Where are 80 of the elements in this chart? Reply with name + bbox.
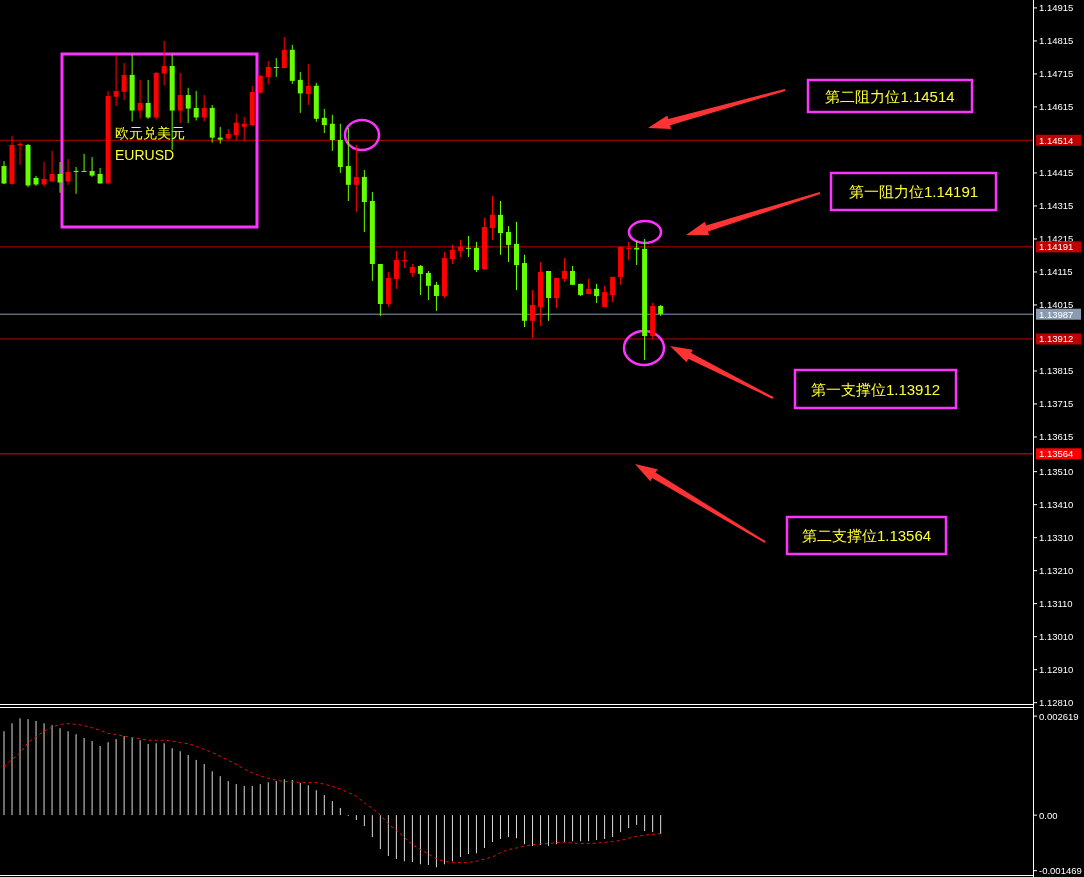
text: EURUSD [115, 147, 175, 163]
candlestick [626, 241, 632, 261]
ref-line-label: 1.13912 [1039, 333, 1074, 345]
candlestick [425, 270, 431, 301]
y-tick-label: 1.13210 [1039, 565, 1074, 577]
candlestick [177, 72, 183, 124]
candlestick [393, 250, 399, 290]
candlestick [562, 257, 568, 283]
annotation: 第一支撑位1.13912 [810, 380, 941, 398]
candlestick [514, 221, 519, 291]
candlestick [113, 54, 119, 107]
candlestick [89, 156, 95, 178]
ref-line-label: 1.14514 [1039, 134, 1074, 146]
candlestick [602, 285, 608, 308]
y-tick-label: 1.12810 [1039, 697, 1074, 709]
candlestick [530, 289, 536, 339]
y-tick-label: 1.14015 [1039, 299, 1074, 311]
candlestick [489, 195, 495, 241]
y-tick-label: 1.14615 [1039, 101, 1074, 113]
candlestick [201, 94, 207, 122]
y-tick-label: 1.13410 [1039, 499, 1074, 511]
annotation: 第二阻力位1.14514 [825, 87, 955, 105]
candlestick [81, 153, 87, 173]
y-tick-label: 1.14415 [1039, 167, 1074, 179]
candlestick [417, 264, 423, 296]
candlestick [185, 87, 191, 124]
y-tick-label: 1.12910 [1039, 664, 1074, 676]
candlestick [353, 144, 359, 213]
candlestick [17, 141, 23, 166]
candlestick [594, 283, 600, 304]
y-tick-label: 1.14915 [1039, 2, 1074, 14]
candlestick [281, 36, 287, 69]
y-tick-label: 0.002619 [1039, 710, 1079, 722]
candlestick [49, 150, 55, 183]
annotation: 第一阻力位1.14191 [848, 183, 979, 200]
y-tick-label: 1.14115 [1039, 266, 1073, 278]
candlestick [449, 244, 455, 265]
candlestick [57, 161, 63, 194]
candlestick [345, 127, 351, 202]
candlestick [433, 281, 439, 312]
candlestick [321, 108, 327, 134]
candlestick [610, 276, 616, 303]
y-tick-label: 1.13110 [1039, 598, 1073, 610]
candlestick [570, 265, 576, 286]
candlestick [297, 71, 303, 114]
y-tick-label: 1.13510 [1039, 466, 1074, 478]
y-tick-label: 1.14315 [1039, 200, 1074, 212]
candlestick [505, 225, 511, 263]
candlestick [121, 62, 127, 101]
candlestick [193, 90, 199, 121]
candlestick [161, 40, 167, 86]
ref-line-label: 1.13564 [1039, 448, 1074, 460]
candlestick [65, 158, 71, 186]
candlestick [145, 79, 151, 120]
y-tick-label: 1.13715 [1039, 398, 1074, 410]
y-tick-label: -0.001469 [1039, 865, 1082, 877]
candlestick [473, 241, 479, 273]
ref-line-label: 1.13987 [1039, 308, 1074, 320]
line-series [3, 723, 662, 863]
candlestick [465, 235, 471, 258]
candlestick [329, 114, 335, 152]
candlestick [634, 240, 640, 266]
candlestick [73, 166, 79, 195]
candlestick [241, 116, 247, 142]
y-tick-label: 0.00 [1039, 809, 1058, 821]
y-tick-label: 1.14715 [1039, 68, 1074, 80]
y-tick-label: 1.13815 [1039, 365, 1074, 377]
candlestick [305, 63, 311, 106]
candlestick [497, 200, 503, 256]
candlestick [233, 113, 239, 141]
y-tick-label: 1.13010 [1039, 631, 1074, 643]
y-tick-label: 1.13310 [1039, 532, 1074, 544]
candlestick [554, 277, 560, 309]
y-tick-label: 1.13615 [1039, 431, 1074, 443]
candlestick [137, 79, 143, 119]
y-tick-label: 1.14815 [1039, 35, 1074, 47]
annotation: 第二支撑位1.13564 [801, 527, 932, 544]
candlestick [273, 57, 279, 78]
candlestick [401, 250, 407, 269]
candlestick [265, 60, 271, 85]
